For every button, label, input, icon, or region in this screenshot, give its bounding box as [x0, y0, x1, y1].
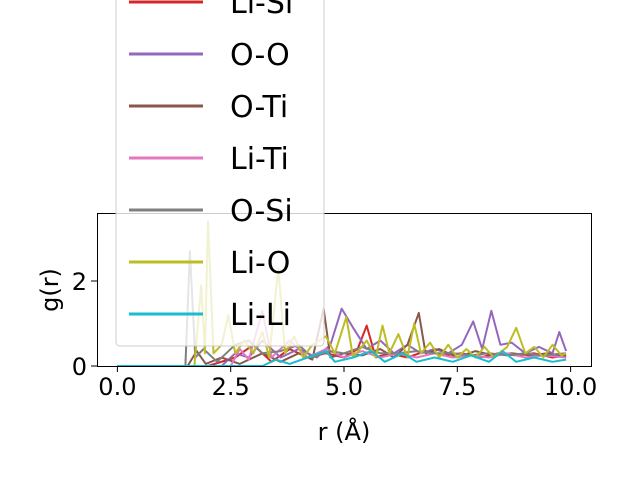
- legend-label-li-li: Li-Li: [230, 298, 291, 333]
- legend-label-li-si: Li-Si: [230, 0, 293, 21]
- legend-box: [115, 0, 325, 347]
- x-axis-label: r (Å): [318, 417, 371, 446]
- legend-label-o-ti: O-Ti: [230, 90, 288, 125]
- legend-label-o-o: O-O: [230, 38, 290, 73]
- x-axis-ticks: 0.0 2.5 5.0 7.5 10.0: [98, 366, 597, 401]
- y-tick-label: 2: [72, 268, 87, 296]
- y-tick-label: 0: [72, 353, 87, 381]
- legend-label-li-ti: Li-Ti: [230, 142, 289, 177]
- y-axis-label: g(r): [36, 268, 64, 312]
- legend-label-o-si: O-Si: [230, 194, 293, 229]
- y-axis-ticks: 02: [72, 268, 97, 381]
- x-tick-label: 0.0: [98, 373, 136, 401]
- x-tick-label: 2.5: [212, 373, 250, 401]
- legend: Li-Si O-O O-Ti Li-Ti O-Si Li-O Li-Li: [115, 0, 325, 347]
- x-tick-label: 7.5: [438, 373, 476, 401]
- x-tick-label: 10.0: [544, 373, 597, 401]
- x-tick-label: 5.0: [325, 373, 363, 401]
- legend-label-li-o: Li-O: [230, 246, 290, 281]
- series-line-li-li: [117, 350, 567, 367]
